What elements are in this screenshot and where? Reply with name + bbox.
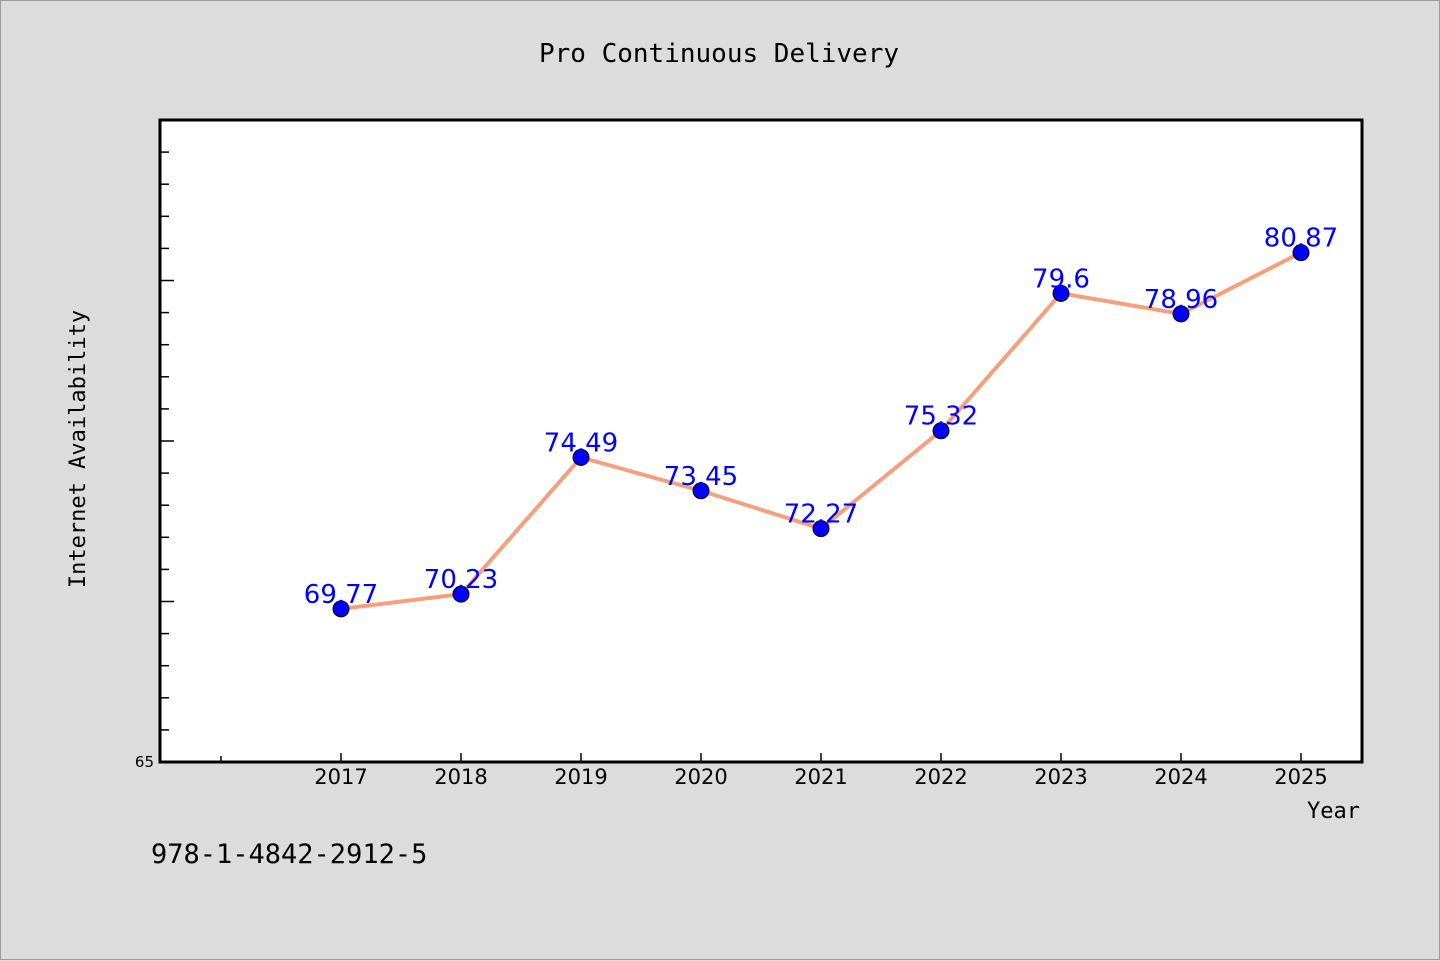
data-point bbox=[1172, 305, 1190, 323]
x-tick-label: 2018 bbox=[434, 765, 487, 789]
y-axis-ticks bbox=[160, 151, 174, 731]
x-axis-ticks bbox=[220, 753, 1302, 762]
data-label: 78.96 bbox=[1144, 285, 1218, 315]
x-axis-tick-labels: 2017 2018 2019 2020 2021 2022 2023 2024 2025 bbox=[314, 765, 1327, 789]
plot-area bbox=[158, 118, 1364, 764]
data-point bbox=[932, 422, 950, 440]
footer-code: 978-1-4842-2912-5 bbox=[151, 839, 427, 870]
y-axis-tick-labels: 65 bbox=[135, 753, 154, 771]
chart-title: Pro Continuous Delivery bbox=[539, 39, 899, 69]
data-labels-group: 69.77 70.23 74.49 73.45 72.27 75.32 79.6 78.96 8… bbox=[304, 224, 1338, 610]
data-point bbox=[812, 520, 830, 538]
x-tick-label: 2017 bbox=[314, 765, 367, 789]
x-tick-label: 2020 bbox=[674, 765, 727, 789]
data-point bbox=[452, 585, 470, 603]
y-axis-label: Internet Availability bbox=[66, 310, 91, 588]
markers-group bbox=[332, 244, 1310, 618]
data-label: 73.45 bbox=[664, 462, 738, 492]
x-tick-label: 2025 bbox=[1274, 765, 1327, 789]
x-axis-label: Year bbox=[1307, 799, 1360, 824]
data-label: 69.77 bbox=[304, 580, 378, 610]
data-label: 72.27 bbox=[784, 500, 858, 530]
x-tick-label: 2019 bbox=[554, 765, 607, 789]
data-point bbox=[332, 600, 350, 618]
data-label: 79.6 bbox=[1032, 264, 1090, 294]
data-label: 74.49 bbox=[544, 428, 618, 458]
data-label: 80.87 bbox=[1264, 224, 1338, 254]
data-point bbox=[1292, 244, 1310, 262]
x-tick-label: 2021 bbox=[794, 765, 847, 789]
x-tick-label: 2022 bbox=[914, 765, 967, 789]
y-tick-label: 65 bbox=[135, 753, 154, 771]
data-point bbox=[572, 448, 590, 466]
data-point bbox=[1052, 284, 1070, 302]
x-tick-label: 2023 bbox=[1034, 765, 1087, 789]
data-point bbox=[692, 482, 710, 500]
data-label: 75.32 bbox=[904, 402, 978, 432]
x-tick-label: 2024 bbox=[1154, 765, 1207, 789]
data-label: 70.23 bbox=[424, 565, 498, 595]
